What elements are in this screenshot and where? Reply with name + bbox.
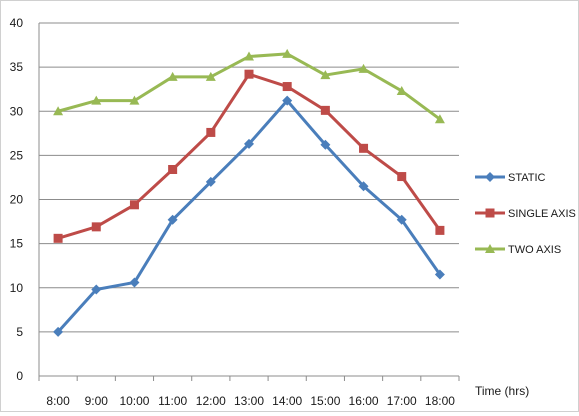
data-point-diamond [434,269,445,280]
data-point-square [244,69,254,79]
data-point-diamond [485,172,495,182]
y-tick-label: 10 [10,281,24,295]
x-tick-label: 9:00 [85,394,109,408]
data-point-triangle [358,63,369,73]
data-point-diamond [282,95,293,106]
data-point-diamond [396,214,407,225]
y-tick-label: 35 [10,60,24,74]
y-tick-label: 15 [10,237,24,251]
y-tick-label: 40 [10,16,24,30]
legend-label: STATIC [508,172,546,184]
data-point-diamond [358,181,369,192]
data-point-diamond [91,284,102,295]
x-tick-label: 14:00 [272,394,302,408]
legend-item: STATIC [475,172,546,184]
y-tick-label: 20 [10,193,24,207]
series-static [53,95,445,337]
x-tick-label: 12:00 [196,394,226,408]
data-point-square [320,105,330,115]
data-point-triangle [244,51,254,61]
data-point-diamond [53,326,64,337]
series-single-axis [53,69,445,243]
gridlines [39,22,459,333]
y-tick-label: 0 [16,369,23,383]
x-tick-label: 16:00 [349,394,379,408]
legend-item: SINGLE AXIS [475,208,576,220]
series-line [57,72,442,240]
y-tick-label: 25 [10,148,24,162]
series-group [53,48,445,337]
data-point-diamond [320,139,331,150]
data-point-diamond [129,277,140,288]
legend-item: TWO AXIS [475,244,561,256]
data-point-square [129,200,139,210]
data-point-square [168,164,178,174]
data-point-triangle [434,114,445,124]
data-point-square [91,222,101,232]
x-axis [38,23,460,381]
legend-label: TWO AXIS [508,244,561,256]
data-point-triangle [205,71,216,81]
data-point-square [206,127,216,137]
data-point-triangle [485,244,495,253]
data-point-triangle [91,95,102,105]
y-tick-label: 30 [10,104,24,118]
data-point-triangle [282,48,293,58]
x-tick-label: 17:00 [387,394,417,408]
series-two-axis [53,48,445,124]
data-point-triangle [396,85,407,95]
data-point-triangle [167,71,178,81]
x-axis-label: Time (hrs) [475,384,529,398]
data-point-triangle [320,70,331,80]
legend: STATIC SINGLE AXIS TWO AXIS [475,172,576,256]
x-tick-label: 11:00 [158,394,187,408]
y-axis-ticks: 0 5 10 15 20 25 30 35 40 [10,16,24,383]
x-tick-label: 10:00 [119,394,149,408]
series-line [57,52,441,121]
data-point-square [397,172,407,182]
data-point-diamond [244,138,254,149]
data-point-diamond [205,176,216,187]
data-point-triangle [129,95,140,105]
data-point-square [53,233,63,243]
x-axis-ticks: 8:00 9:00 10:00 11:00 12:00 13:00 14:00 15:00 16… [46,394,455,408]
data-point-diamond [167,214,178,225]
data-point-square [435,225,445,235]
x-tick-label: 18:00 [425,394,455,408]
data-point-square [359,143,369,153]
data-point-square [485,208,495,218]
legend-label: SINGLE AXIS [508,208,576,220]
x-tick-label: 15:00 [310,394,340,408]
x-tick-label: 8:00 [46,394,70,408]
y-tick-label: 5 [16,325,23,339]
data-point-square [282,82,292,92]
x-tick-label: 13:00 [234,394,264,408]
data-point-triangle [53,106,64,116]
